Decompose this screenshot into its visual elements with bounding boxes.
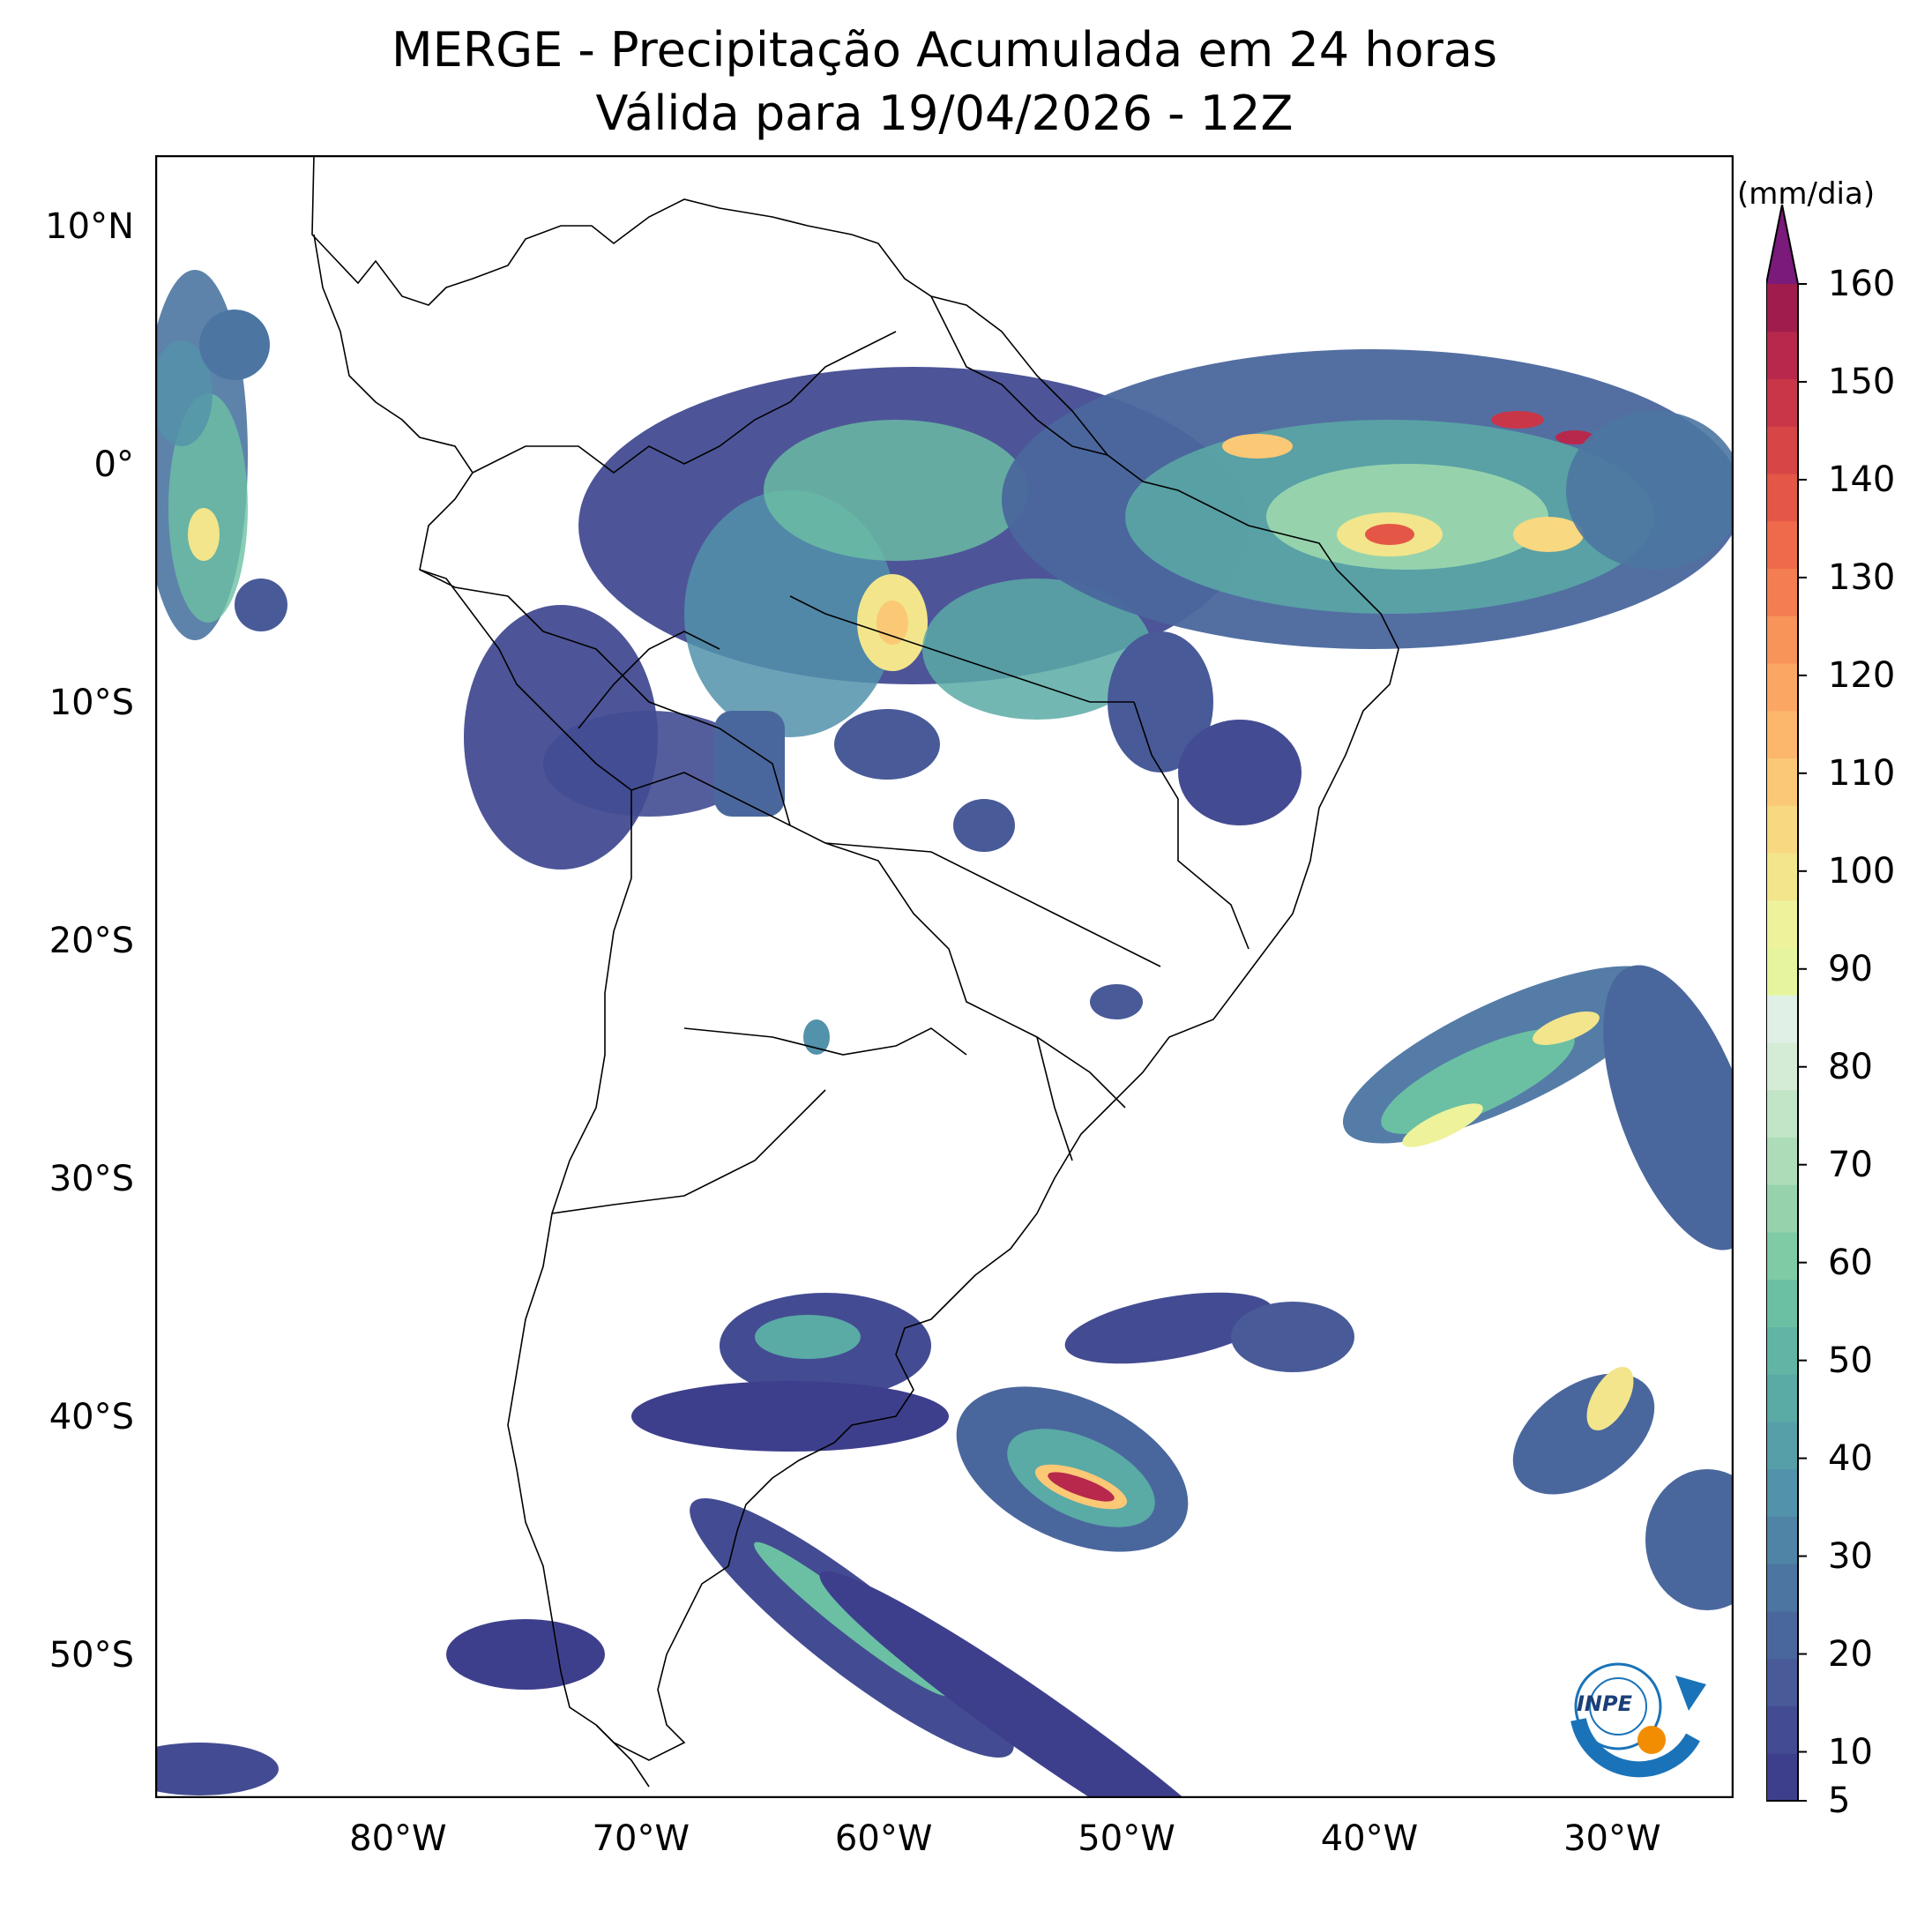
colorbar-segment xyxy=(1766,663,1798,712)
lon-tick-label: 50°W xyxy=(1078,1818,1175,1859)
lon-tick-label: 40°W xyxy=(1320,1818,1419,1859)
logo-text: INPE xyxy=(1577,1691,1633,1716)
map-panel xyxy=(155,155,1734,1798)
colorbar-segment xyxy=(1766,1042,1798,1091)
colorbar-tick-label: 20 xyxy=(1828,1633,1873,1675)
lat-tick-label: 30°S xyxy=(48,1159,134,1199)
colorbar-segment xyxy=(1766,1137,1798,1185)
colorbar-segment xyxy=(1766,520,1798,569)
lat-tick-label: 40°S xyxy=(48,1397,134,1437)
map-title: MERGE - Precipitação Acumulada em 24 hor… xyxy=(392,22,1497,78)
colorbar-tick-label: 60 xyxy=(1828,1242,1873,1283)
lat-tick-label: 50°S xyxy=(48,1635,134,1676)
colorbar-segment xyxy=(1766,1658,1798,1706)
colorbar-tick-label: 130 xyxy=(1828,556,1896,598)
colorbar-segment xyxy=(1766,947,1798,996)
colorbar-tick-label: 90 xyxy=(1828,948,1873,989)
colorbar-unit: (mm/dia) xyxy=(1737,176,1876,212)
colorbar-segment xyxy=(1766,284,1798,332)
colorbar-tick-label: 50 xyxy=(1828,1340,1873,1381)
inpe-logo: INPE xyxy=(1543,1623,1719,1803)
lat-tick-label: 20°S xyxy=(48,921,134,961)
colorbar-tick-label: 30 xyxy=(1828,1535,1873,1577)
lon-tick-label: 30°W xyxy=(1563,1818,1661,1859)
colorbar-segment xyxy=(1766,900,1798,948)
colorbar-segment xyxy=(1766,1232,1798,1280)
political-borders xyxy=(311,155,1399,1788)
lon-tick-label: 80°W xyxy=(349,1818,447,1859)
colorbar-tick-label: 100 xyxy=(1828,850,1896,892)
colorbar-scale xyxy=(1765,204,1807,1802)
precipitation-layer xyxy=(155,270,1734,1798)
colorbar-tick-label: 80 xyxy=(1828,1046,1873,1087)
lat-tick-label: 0° xyxy=(93,444,134,485)
colorbar-segment xyxy=(1766,995,1798,1043)
lon-tick-label: 60°W xyxy=(834,1818,933,1859)
colorbar-segment xyxy=(1766,568,1798,616)
colorbar-segment xyxy=(1766,1374,1798,1422)
inpe-logo-icon: INPE xyxy=(1570,1662,1706,1778)
colorbar-segment xyxy=(1766,1089,1798,1138)
colorbar-segment xyxy=(1766,1184,1798,1233)
colorbar-tick-label: 140 xyxy=(1828,459,1896,500)
colorbar xyxy=(1765,204,1819,1813)
colorbar-segment xyxy=(1766,1564,1798,1612)
colorbar-segment xyxy=(1766,1326,1798,1375)
lat-tick-label: 10°N xyxy=(45,206,134,247)
colorbar-tick-label: 110 xyxy=(1828,752,1896,794)
colorbar-tick-label: 5 xyxy=(1828,1780,1851,1821)
map-subtitle: Válida para 19/04/2026 - 12Z xyxy=(595,86,1294,141)
colorbar-segment xyxy=(1766,1706,1798,1754)
colorbar-segment xyxy=(1766,1279,1798,1327)
precipitation-map xyxy=(155,155,1734,1798)
colorbar-tick-label: 40 xyxy=(1828,1437,1873,1479)
colorbar-segment xyxy=(1766,853,1798,901)
colorbar-tick-label: 150 xyxy=(1828,361,1896,402)
colorbar-segment xyxy=(1766,331,1798,379)
colorbar-segment xyxy=(1766,758,1798,806)
colorbar-tick-label: 120 xyxy=(1828,654,1896,696)
colorbar-segment xyxy=(1766,426,1798,474)
colorbar-extend-arrow xyxy=(1766,205,1798,284)
lat-tick-label: 10°S xyxy=(48,683,134,723)
colorbar-tick-label: 70 xyxy=(1828,1144,1873,1185)
colorbar-segment xyxy=(1766,1611,1798,1660)
colorbar-segment xyxy=(1766,805,1798,854)
colorbar-segment xyxy=(1766,1422,1798,1470)
colorbar-segment xyxy=(1766,616,1798,664)
colorbar-tick-label: 160 xyxy=(1828,264,1896,304)
colorbar-segment xyxy=(1766,710,1798,758)
colorbar-segment xyxy=(1766,378,1798,427)
colorbar-tick-label: 10 xyxy=(1828,1731,1873,1773)
colorbar-segment xyxy=(1766,1468,1798,1517)
colorbar-segment xyxy=(1766,1516,1798,1564)
colorbar-segment xyxy=(1766,1753,1798,1802)
colorbar-segment xyxy=(1766,474,1798,522)
lon-tick-label: 70°W xyxy=(592,1818,690,1859)
